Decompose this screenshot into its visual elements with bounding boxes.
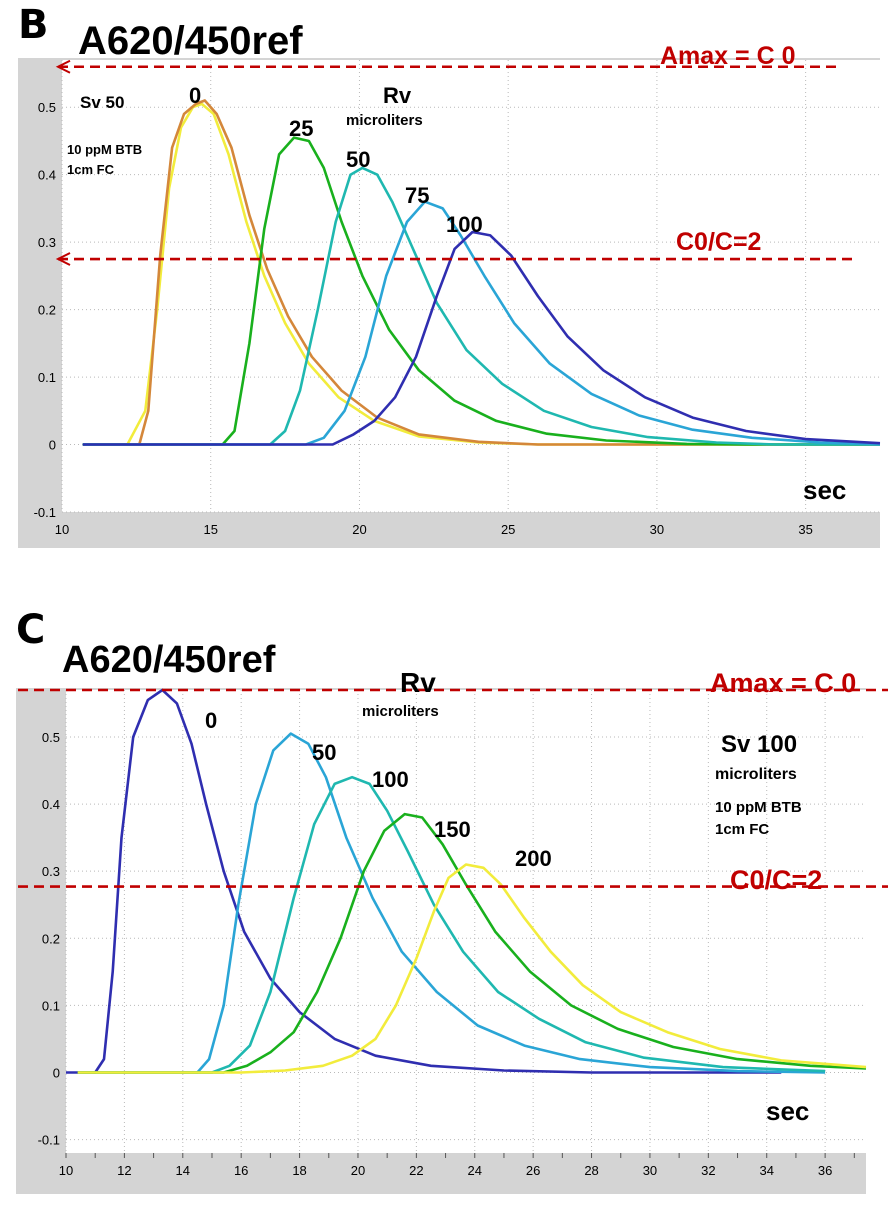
panel-c-series-label-0: 0	[205, 708, 217, 733]
panel-b-x-tick-label: 35	[798, 522, 812, 537]
panel-c-series-label-100: 100	[372, 767, 409, 792]
panel-b-x-ticks: 10 15 20 25 30 35	[55, 522, 813, 537]
panel-c: C -0.1 0 0.1 0.2 0.3 0.4 0.5 10 12 14 16 18 20 22 24 2…	[16, 607, 888, 1194]
panel-c-note-fc: 1cm FC	[715, 821, 769, 838]
panel-c-series-line-150	[77, 812, 867, 1074]
panel-b-series-label-25: 25	[289, 116, 313, 141]
panel-b-y-tick-label: 0.1	[38, 370, 56, 385]
panel-c-y-tick-label: 0.2	[42, 931, 60, 946]
panel-c-plot-area	[66, 690, 866, 1153]
panel-c-y-tick-label: 0.1	[42, 998, 60, 1013]
panel-b-series-line-75	[82, 200, 881, 446]
panel-b-y-tick-label: 0.5	[38, 100, 56, 115]
panel-b-series-label-50: 50	[346, 147, 370, 172]
panel-b-series-label-75: 75	[405, 183, 429, 208]
panel-b-series-line-0	[82, 102, 880, 446]
panel-b-x-tick-label: 25	[501, 522, 515, 537]
panel-b-y-tick-label: -0.1	[34, 505, 56, 520]
panel-b-series-line-100	[82, 230, 881, 446]
panel-b-note-btb: 10 ppM BTB	[67, 142, 142, 157]
panel-b-gridlines	[61, 60, 880, 513]
panel-c-x-tick-label: 36	[818, 1163, 832, 1178]
panel-c-x-tick-label: 20	[351, 1163, 365, 1178]
panel-letter-c: C	[16, 607, 45, 653]
panel-c-series	[66, 688, 867, 1074]
panel-c-series-line-0	[66, 688, 782, 1074]
panel-c-half-label: C0/C=2	[730, 865, 822, 895]
panel-c-note-microliters: microliters	[715, 766, 797, 783]
panel-c-x-tick-label: 14	[176, 1163, 190, 1178]
panel-b-note-sv: Sv 50	[80, 93, 124, 112]
panel-c-note-sv: Sv 100	[721, 731, 797, 758]
panel-b: B -0.1 0 0.1 0.2 0.3 0.4 0.5 10 15 20 25 30 35 A620…	[18, 2, 881, 548]
panel-c-x-ticks: 10 12 14 16 18 20 22 24 26 28 30 32 34 36	[59, 1153, 855, 1178]
panel-c-series-line-50	[77, 732, 826, 1074]
panel-b-series-line-0	[82, 99, 880, 446]
panel-c-y-tick-label: 0.3	[42, 864, 60, 879]
panel-b-x-tick-label: 10	[55, 522, 69, 537]
panel-b-legend-title: Rv	[383, 83, 412, 108]
panel-b-ref-arrowhead-0	[55, 59, 71, 74]
panel-c-series-line-200	[77, 863, 867, 1074]
panel-c-x-tick-label: 32	[701, 1163, 715, 1178]
panel-c-gridlines	[65, 690, 866, 1153]
panel-b-series-label-100: 100	[446, 212, 483, 237]
panel-c-series-label-50: 50	[312, 740, 336, 765]
panel-b-amax-label: Amax = C 0	[660, 42, 796, 70]
panel-b-legend-subtitle: microliters	[346, 112, 423, 129]
panel-c-series-label-200: 200	[515, 846, 552, 871]
panel-c-x-tick-label: 22	[409, 1163, 423, 1178]
panel-b-y-tick-label: 0.3	[38, 235, 56, 250]
panel-c-y-ticks: -0.1 0 0.1 0.2 0.3 0.4 0.5	[38, 730, 60, 1148]
panel-b-series-line-25	[82, 136, 880, 446]
panel-b-xlabel: sec	[803, 475, 846, 505]
panel-b-title: A620/450ref	[78, 19, 303, 63]
panel-b-reference-lines	[55, 59, 852, 266]
panel-c-xlabel: sec	[766, 1096, 809, 1126]
panel-c-y-tick-label: 0.5	[42, 730, 60, 745]
panel-c-y-tick-label: 0.4	[42, 797, 60, 812]
panel-c-amax-label: Amax = C 0	[710, 668, 856, 698]
panel-b-ref-arrowhead-1	[55, 252, 71, 266]
panel-c-x-tick-label: 16	[234, 1163, 248, 1178]
panel-b-series-label-0: 0	[189, 83, 201, 108]
panel-b-half-label: C0/C=2	[676, 228, 761, 256]
panel-c-x-tick-label: 10	[59, 1163, 73, 1178]
panel-c-note-btb: 10 ppM BTB	[715, 799, 802, 816]
panel-b-y-tick-label: 0	[49, 438, 56, 453]
panel-b-series	[82, 99, 881, 446]
panel-c-y-tick-label: -0.1	[38, 1133, 60, 1148]
panel-c-x-tick-label: 24	[468, 1163, 482, 1178]
panel-letter-b: B	[18, 2, 49, 48]
panel-c-series-line-100	[77, 775, 826, 1074]
panel-b-y-ticks: -0.1 0 0.1 0.2 0.3 0.4 0.5	[34, 100, 56, 520]
panel-b-y-tick-label: 0.4	[38, 168, 56, 183]
panel-c-x-tick-label: 26	[526, 1163, 540, 1178]
panel-b-x-tick-label: 20	[352, 522, 366, 537]
panel-b-x-tick-label: 15	[203, 522, 217, 537]
panel-c-title: A620/450ref	[62, 639, 276, 681]
panel-b-x-tick-label: 30	[650, 522, 664, 537]
panel-c-x-tick-label: 18	[292, 1163, 306, 1178]
panel-c-reference-lines	[18, 688, 888, 888]
panel-b-series-line-50	[82, 166, 880, 446]
panel-b-note-fc: 1cm FC	[67, 162, 115, 177]
panel-c-legend-subtitle: microliters	[362, 703, 439, 720]
panel-c-y-tick-label: 0	[53, 1065, 60, 1080]
panel-c-x-tick-label: 34	[759, 1163, 773, 1178]
panel-b-y-tick-label: 0.2	[38, 303, 56, 318]
panel-c-x-tick-label: 28	[584, 1163, 598, 1178]
panel-c-x-tick-label: 12	[117, 1163, 131, 1178]
panel-c-x-tick-label: 30	[643, 1163, 657, 1178]
panel-c-series-label-150: 150	[434, 817, 471, 842]
panel-c-legend-title: Rv	[400, 667, 436, 698]
